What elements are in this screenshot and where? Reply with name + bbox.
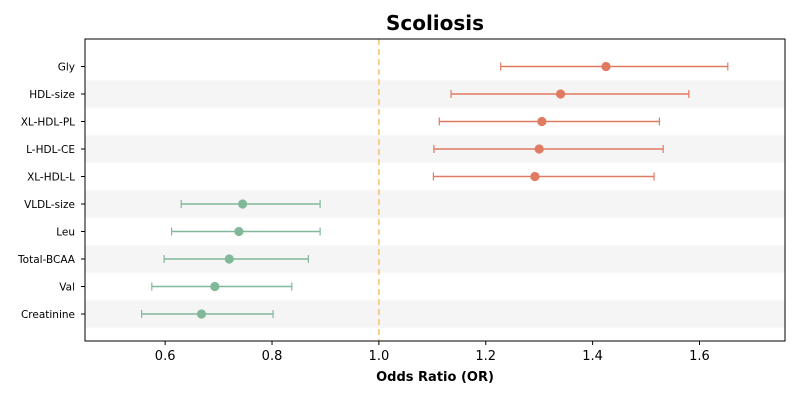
or-point: [555, 89, 566, 99]
forest-row: [151, 281, 293, 292]
y-tick-label: Creatinine: [21, 309, 75, 321]
x-axis-label: Odds Ratio (OR): [376, 370, 494, 385]
forest-row: [141, 309, 274, 319]
y-tick-label: Val: [59, 282, 75, 294]
x-tick-label: 1.2: [475, 349, 496, 364]
plot-rows: [141, 61, 729, 319]
x-axis: 0.6 0.8 1.0 1.2 1.4 1.6: [155, 341, 710, 364]
forest-row: [438, 116, 661, 127]
y-axis: Gly HDL-size XL-HDL-PL L-HDL-CE XL-HDL-L VLDL…: [17, 62, 85, 321]
forest-row: [500, 61, 729, 72]
forest-row: [450, 89, 690, 99]
forest-row: [432, 171, 655, 182]
or-point: [196, 309, 207, 319]
or-point: [537, 116, 547, 127]
x-tick-label: 0.6: [155, 349, 176, 364]
y-tick-label: VLDL-size: [24, 199, 75, 211]
y-tick-label: XL-HDL-L: [27, 172, 75, 184]
forest-row: [163, 254, 309, 264]
x-tick-label: 1.4: [582, 349, 603, 364]
or-point: [534, 144, 544, 154]
forest-row: [433, 144, 664, 154]
forest-row: [170, 226, 321, 237]
or-point: [234, 226, 244, 237]
x-tick-label: 1.0: [369, 349, 390, 364]
y-tick-label: XL-HDL-PL: [21, 117, 75, 129]
forest-row: [180, 199, 321, 209]
plot-frame: [84, 38, 786, 342]
or-point: [601, 61, 611, 72]
x-tick-label: 1.6: [689, 349, 710, 364]
or-point: [210, 281, 220, 292]
or-point: [530, 171, 540, 182]
y-tick-label: Gly: [58, 62, 75, 74]
x-tick-label: 0.8: [262, 349, 283, 364]
y-tick-label: HDL-size: [29, 89, 75, 101]
or-point: [224, 254, 234, 264]
y-tick-label: Total-BCAA: [17, 254, 76, 266]
or-point: [238, 199, 248, 209]
y-tick-label: L-HDL-CE: [26, 144, 75, 156]
y-tick-label: Leu: [56, 227, 75, 239]
chart-title: Scoliosis: [386, 11, 484, 35]
